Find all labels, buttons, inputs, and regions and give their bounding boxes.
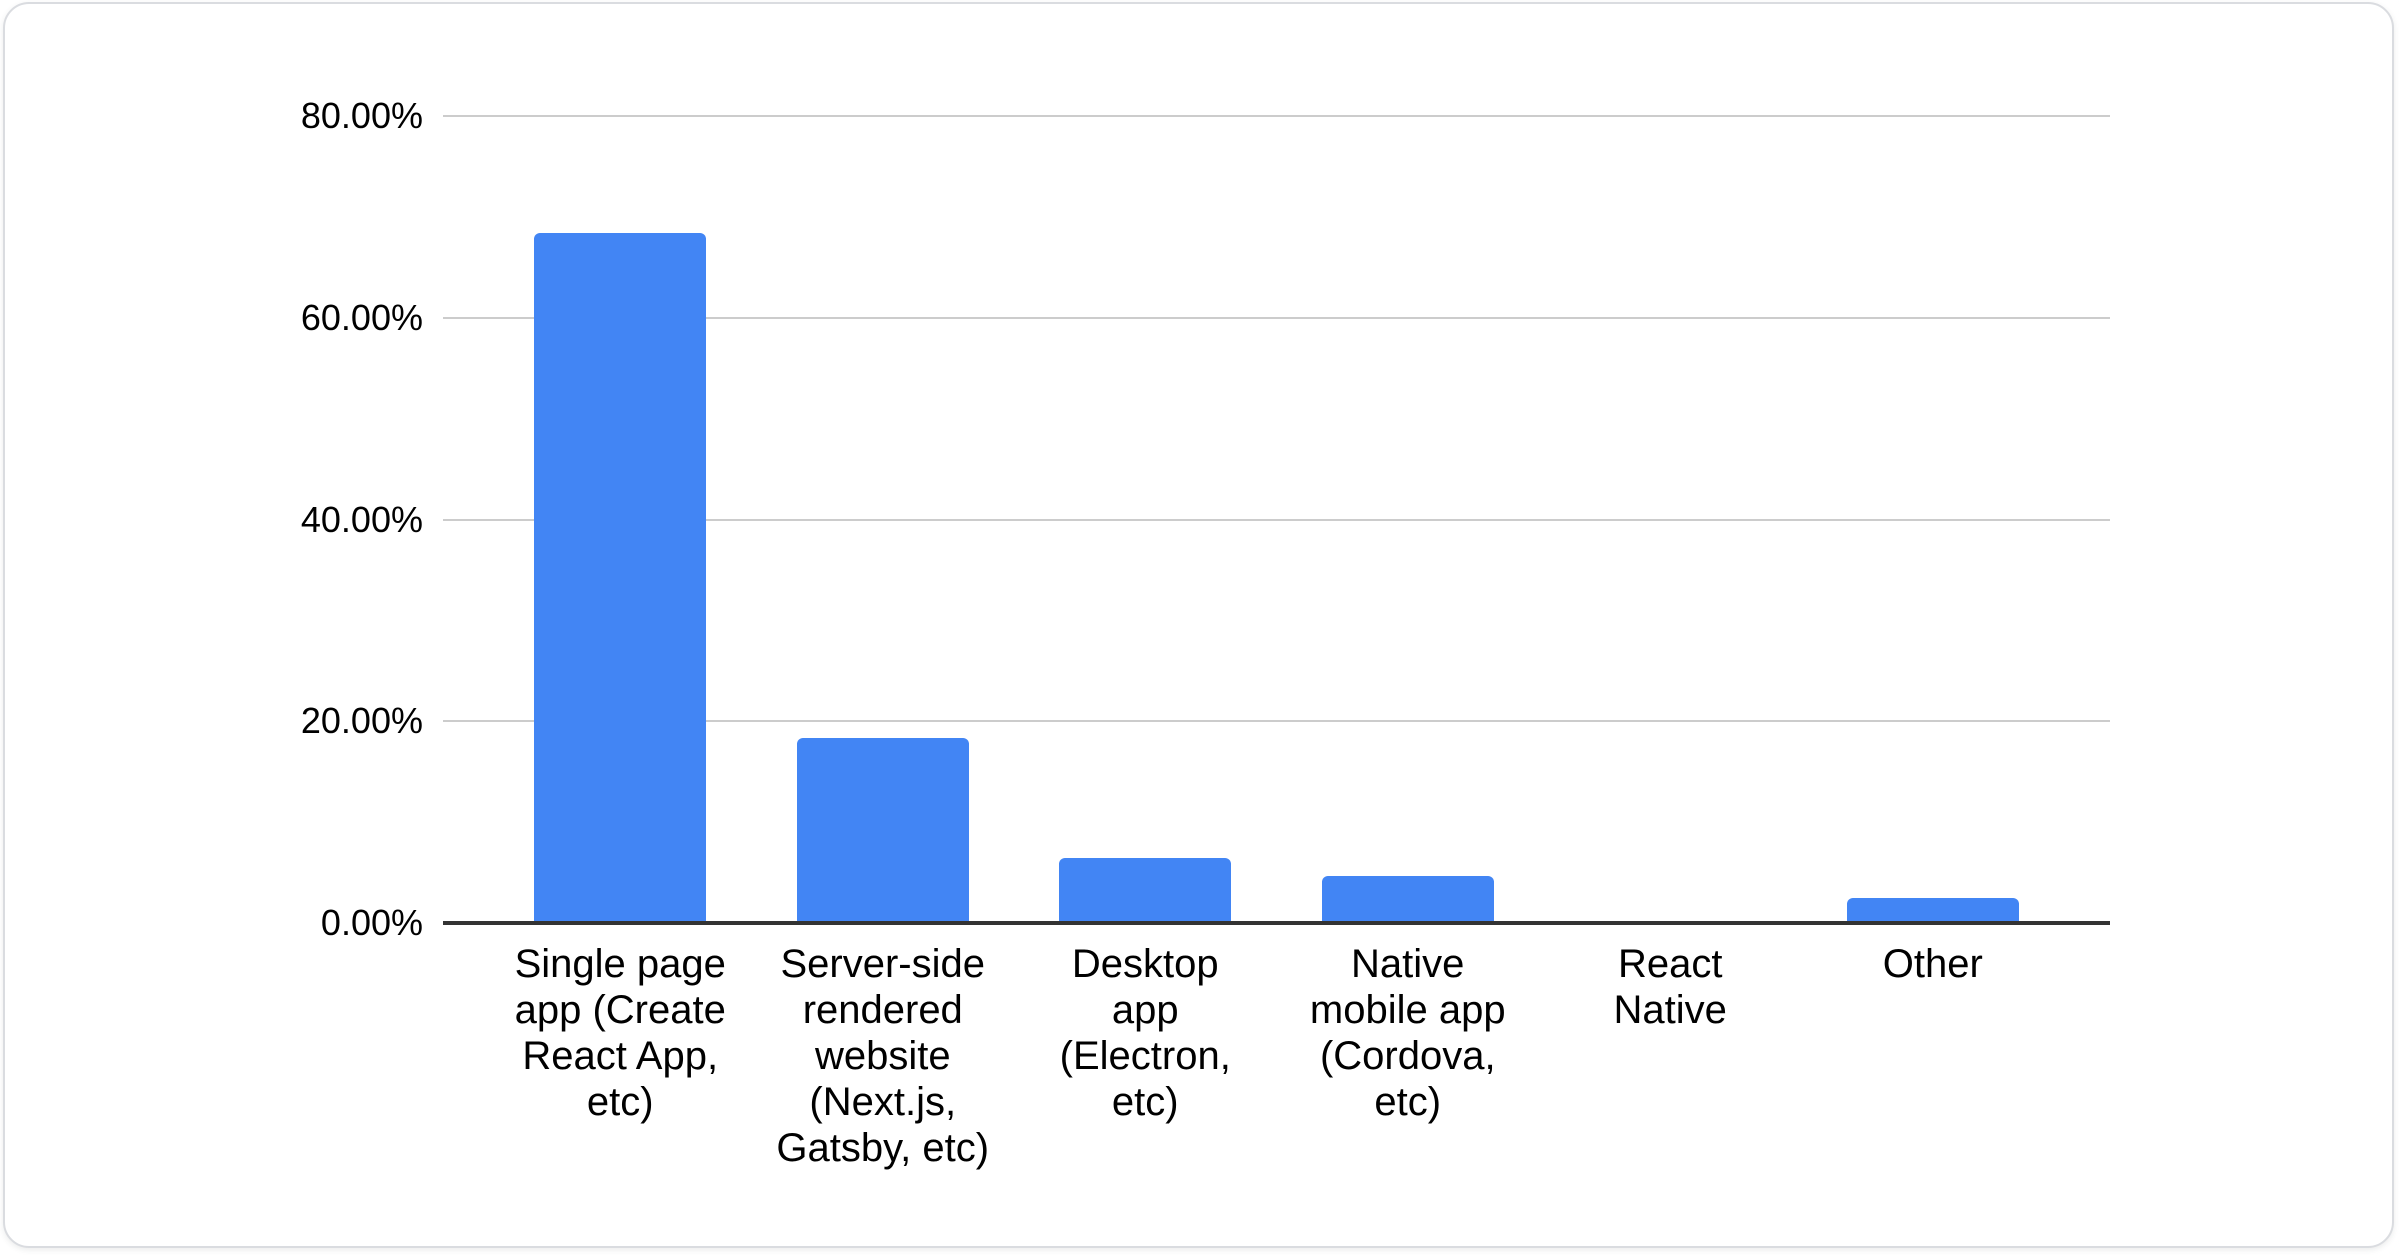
gridline xyxy=(443,316,2110,319)
x-axis-category-label: Native mobile app (Cordova, etc) xyxy=(1309,942,1506,1124)
y-axis-tick-label: 40.00% xyxy=(300,498,423,540)
y-axis-tick-label: 60.00% xyxy=(300,296,423,338)
x-axis-category-label: React Native xyxy=(1613,942,1727,1032)
gridline xyxy=(443,720,2110,723)
bar-native-mobile-app[interactable] xyxy=(1321,875,1494,923)
bar-single-page-app[interactable] xyxy=(534,233,707,923)
x-axis-category-label: Server-side rendered website (Next.js, G… xyxy=(776,942,990,1170)
gridline xyxy=(443,518,2110,521)
bar-other[interactable] xyxy=(1846,897,2019,923)
x-axis-category-label: Other xyxy=(1882,942,1983,986)
bar-server-side-rendered[interactable] xyxy=(796,738,969,923)
y-axis-tick-label: 20.00% xyxy=(300,700,423,742)
y-axis-tick-label: 0.00% xyxy=(320,902,423,943)
x-axis-category-label: Single page app (Create React App, etc) xyxy=(514,942,726,1124)
y-axis-tick-label: 80.00% xyxy=(300,95,423,136)
x-axis-line xyxy=(443,921,2110,925)
gridline xyxy=(443,115,2110,117)
bar-desktop-app-electron[interactable] xyxy=(1059,858,1232,923)
chart-card xyxy=(3,2,2394,1248)
x-axis-category-label: Desktop app (Electron, etc) xyxy=(1059,942,1231,1124)
